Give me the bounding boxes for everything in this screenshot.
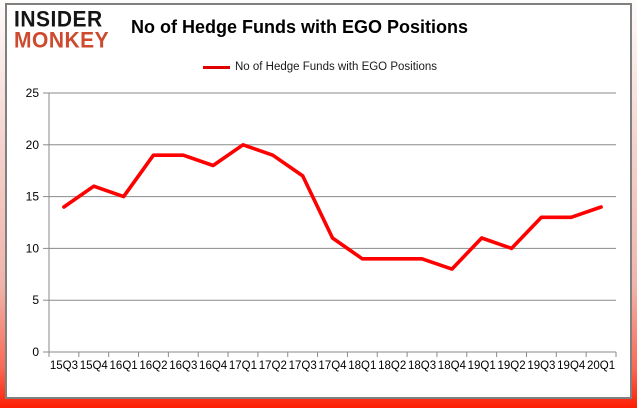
y-axis-tick-label: 0 xyxy=(32,345,39,359)
x-axis-tick-label: 20Q1 xyxy=(587,360,615,372)
x-axis-tick-label: 16Q2 xyxy=(139,360,167,372)
x-axis-tick-label: 18Q2 xyxy=(378,360,406,372)
x-axis-tick-label: 15Q4 xyxy=(80,360,109,372)
y-axis-tick-label: 5 xyxy=(32,293,39,307)
x-axis-tick-label: 19Q4 xyxy=(557,360,586,372)
y-axis-tick-label: 20 xyxy=(26,138,40,152)
chart-title: No of Hedge Funds with EGO Positions xyxy=(131,17,468,37)
y-axis-tick-label: 10 xyxy=(26,241,40,255)
x-axis-tick-label: 15Q3 xyxy=(50,360,78,372)
legend-label: No of Hedge Funds with EGO Positions xyxy=(235,61,437,73)
chart-canvas: INSIDER MONKEY No of Hedge Funds with EG… xyxy=(5,3,632,399)
legend: No of Hedge Funds with EGO Positions xyxy=(203,61,437,73)
x-axis-tick-label: 17Q2 xyxy=(259,360,287,372)
hedge-fund-positions-series-line xyxy=(62,143,603,271)
x-axis-tick-label: 19Q1 xyxy=(468,360,496,372)
x-axis-tick-label: 18Q1 xyxy=(348,360,376,372)
x-axis-tick-label: 18Q3 xyxy=(408,360,436,372)
x-axis-tick-label: 19Q2 xyxy=(497,360,525,372)
x-axis-tick-label: 17Q1 xyxy=(229,360,257,372)
x-axis-tick-label: 16Q1 xyxy=(110,360,138,372)
x-axis-tick-label: 16Q4 xyxy=(199,360,228,372)
y-axis-tick-label: 25 xyxy=(26,86,40,100)
x-axis-tick-label: 19Q3 xyxy=(527,360,555,372)
logo-text-monkey: MONKEY xyxy=(14,28,110,53)
logo-text-insider: INSIDER xyxy=(14,7,103,32)
x-axis-tick-label: 18Q4 xyxy=(438,360,467,372)
y-axis-tick-label: 15 xyxy=(26,190,40,204)
x-axis-tick-label: 17Q3 xyxy=(289,360,317,372)
x-axis-tick-label: 16Q3 xyxy=(169,360,197,372)
insider-monkey-logo: INSIDER MONKEY xyxy=(14,7,110,53)
x-axis-tick-label: 17Q4 xyxy=(318,360,347,372)
legend-line-swatch xyxy=(203,65,230,69)
